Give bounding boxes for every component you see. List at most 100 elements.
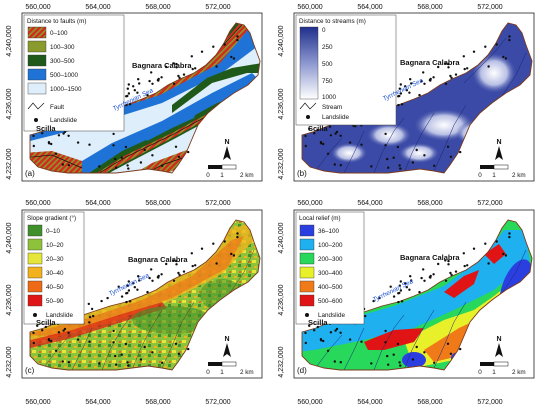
legend-title: Local relief (m): [299, 215, 341, 222]
town-sw: Scilla: [308, 318, 328, 327]
landslide-point: [339, 361, 342, 364]
landslide-point: [415, 148, 418, 152]
panel-label: (d): [297, 366, 307, 375]
landslide-point: [98, 362, 101, 365]
scale-label: 0: [206, 369, 210, 376]
landslide-point: [405, 89, 408, 92]
landslide-points: [32, 232, 239, 367]
landslide-point: [146, 290, 149, 294]
x-tick: 572,000: [477, 399, 502, 406]
landslide-point: [36, 324, 39, 327]
landslide-point: [508, 235, 511, 239]
landslide-point: [114, 157, 117, 161]
x-axis-top-b: 560,000 564,000 568,000 572,000: [297, 4, 502, 11]
landslide-point: [139, 358, 143, 361]
landslide-point: [487, 65, 490, 68]
landslide-point: [392, 295, 396, 298]
landslide-point: [459, 150, 462, 154]
landslide-point: [232, 57, 236, 60]
landslide-point: [447, 66, 450, 69]
landslide-point: [370, 362, 373, 365]
landslide-point: [372, 299, 375, 303]
landslide-point: [444, 82, 448, 86]
x-tick: 564,000: [357, 200, 382, 207]
landslide-point: [319, 339, 323, 342]
x-tick: 568,000: [145, 399, 170, 406]
map-frame-b: Distance to streams (m) 0 250 500 750 10…: [293, 12, 535, 182]
legend-class-label: 30–40: [46, 270, 64, 277]
landslide-point: [420, 79, 423, 83]
landslide-point: [215, 65, 218, 68]
landslide-point: [399, 364, 402, 367]
landslide-point: [127, 280, 130, 283]
landslide-point: [151, 154, 154, 157]
landslide-point: [399, 167, 402, 170]
landslide-point: [466, 264, 469, 267]
x-tick: 572,000: [205, 399, 230, 406]
ramp-label: 500: [322, 61, 333, 68]
x-tick: 560,000: [25, 200, 50, 207]
landslide-point: [304, 341, 307, 345]
landslide-dot-icon: [34, 118, 38, 122]
landslide-point: [398, 361, 401, 364]
x-tick: 568,000: [417, 4, 442, 11]
landslide-point: [335, 130, 339, 134]
landslide-point: [429, 276, 432, 279]
landslide-point: [139, 161, 143, 164]
legend-class-label: 36–100: [318, 228, 340, 235]
landslide-point: [389, 285, 392, 288]
legend-landslide-label: Landslide: [46, 312, 73, 319]
landslide-point: [143, 148, 146, 152]
town-sw: Scilla: [36, 318, 56, 327]
landslide-point: [423, 279, 426, 282]
landslide-point: [88, 340, 91, 343]
scale-label: 1: [492, 172, 496, 179]
landslide-point: [125, 103, 128, 107]
landslide-point: [409, 78, 412, 81]
x-tick: 572,000: [205, 4, 230, 11]
legend-class: 0–10: [27, 224, 61, 237]
landslide-point: [423, 154, 426, 157]
landslide-point: [397, 103, 400, 107]
landslide-point: [396, 342, 400, 346]
x-tick: 560,000: [297, 399, 322, 406]
landslide-point: [232, 254, 236, 257]
landslide-point: [348, 338, 352, 341]
scale-bar: 0 1 2 km: [206, 164, 254, 179]
landslide-point: [422, 268, 425, 271]
landslide-point: [444, 279, 448, 282]
legend-class: 30–40: [27, 266, 64, 279]
landslide-point: [194, 264, 197, 267]
y-tick: 4,232,000: [278, 148, 285, 179]
legend-c: Slope gradient (°) 0–10 10–20 20–30 30–4…: [23, 211, 85, 325]
scale-label: 2 km: [240, 172, 254, 179]
landslide-point: [392, 156, 395, 159]
landslide-point: [127, 83, 130, 86]
landslide-point: [408, 288, 411, 291]
north-arrow-label: N: [224, 336, 229, 343]
landslide-point: [98, 165, 101, 168]
y-tick: 4,236,000: [278, 284, 285, 315]
landslide-point: [182, 270, 186, 273]
landslide-point: [396, 145, 400, 149]
legend-stream-label: Stream: [322, 104, 342, 111]
landslide-point: [339, 134, 342, 137]
landslide-point: [360, 143, 363, 146]
y-tick: 4,236,000: [6, 88, 13, 119]
north-arrow: N: [495, 139, 503, 160]
landslide-point: [495, 240, 498, 243]
landslide-point: [422, 71, 425, 74]
landslide-point: [308, 324, 311, 327]
landslide-point: [449, 74, 452, 78]
landslide-point: [41, 329, 44, 332]
landslide-point: [112, 341, 115, 344]
legend-class: 500–600: [299, 294, 343, 307]
landslide-point: [484, 45, 487, 48]
legend-b: Distance to streams (m) 0 250 500 750 10…: [295, 14, 397, 126]
landslide-point: [409, 275, 412, 278]
landslide-point: [133, 286, 136, 289]
landslide-point: [143, 345, 146, 349]
landslide-point: [61, 163, 64, 166]
landslide-point: [32, 134, 35, 138]
